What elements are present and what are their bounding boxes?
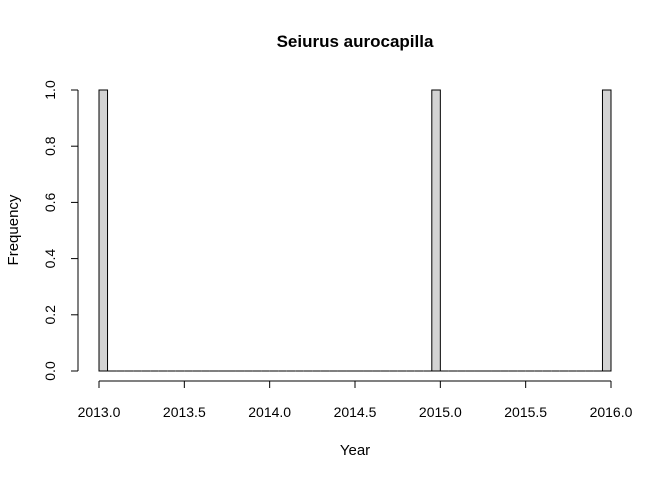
y-axis: 0.0 0.2 0.4 0.6 0.8 1.0 bbox=[42, 80, 79, 381]
y-tick-label: 0.6 bbox=[42, 192, 58, 212]
x-tick-label: 2015.5 bbox=[504, 404, 547, 420]
x-tick-label: 2013.5 bbox=[163, 404, 206, 420]
y-tick-label: 0.4 bbox=[42, 249, 58, 269]
x-tick-label: 2013.0 bbox=[78, 404, 121, 420]
y-tick-label: 0.0 bbox=[42, 361, 58, 381]
x-tick-label: 2016.0 bbox=[590, 404, 633, 420]
x-tick-label: 2014.5 bbox=[334, 404, 377, 420]
x-tick-label: 2014.0 bbox=[248, 404, 291, 420]
bars-group bbox=[98, 89, 612, 372]
y-tick-label: 1.0 bbox=[42, 80, 58, 100]
x-axis-label: Year bbox=[340, 442, 370, 459]
y-axis-label: Frequency bbox=[5, 194, 22, 265]
x-axis: 2013.0 2013.5 2014.0 2014.5 2015.0 2015.5 2016… bbox=[78, 380, 633, 420]
histogram-bar bbox=[431, 89, 441, 372]
y-tick-label: 0.8 bbox=[42, 136, 58, 156]
histogram-bar bbox=[98, 89, 109, 372]
y-tick-label: 0.2 bbox=[42, 305, 58, 325]
histogram-bar bbox=[601, 89, 612, 372]
chart-title: Seiurus aurocapilla bbox=[277, 32, 434, 51]
x-tick-label: 2015.0 bbox=[419, 404, 462, 420]
